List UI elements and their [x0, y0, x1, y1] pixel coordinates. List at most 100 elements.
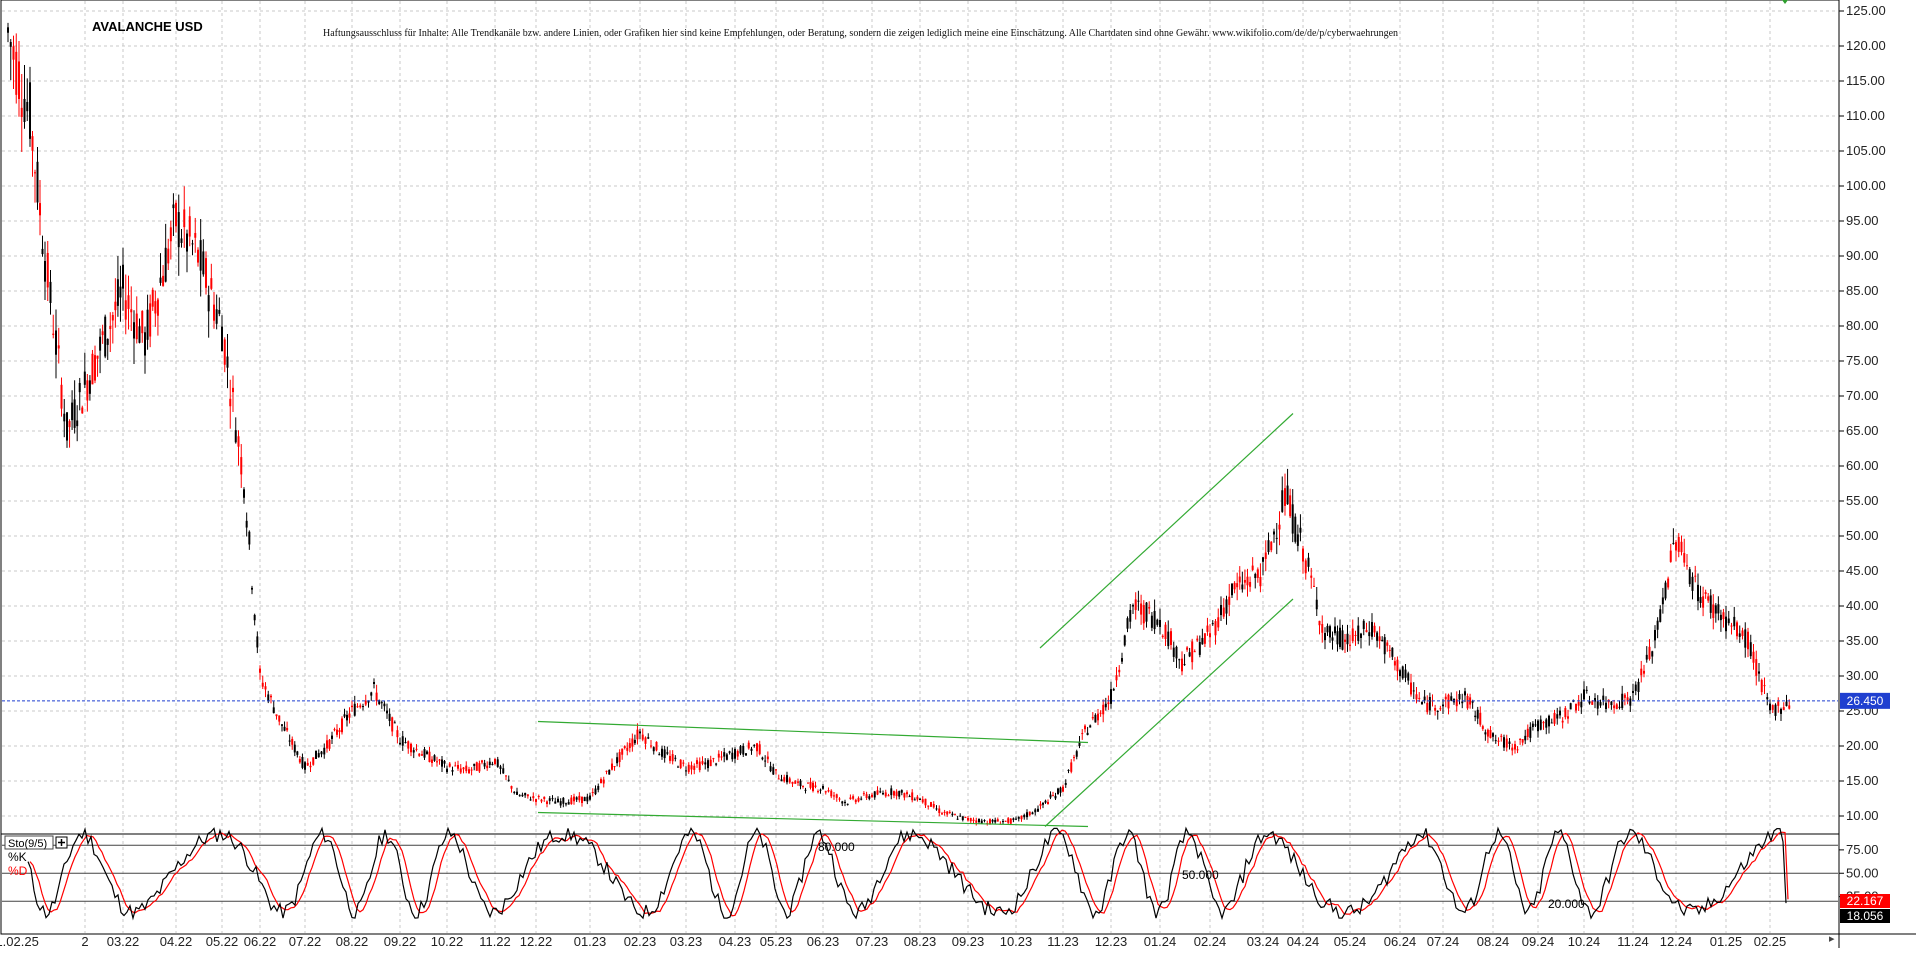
candle-body [844, 801, 846, 804]
candle-body [1296, 534, 1299, 546]
candle-body [1782, 707, 1785, 710]
candle-body [1015, 818, 1017, 820]
candle-body [1479, 712, 1482, 725]
candle-body [775, 769, 777, 771]
candle-body [890, 788, 893, 796]
trend-line [1039, 413, 1294, 649]
price-tick-label: 105.00 [1846, 143, 1886, 158]
candle-body [312, 757, 315, 765]
price-tick-label: 100.00 [1846, 178, 1886, 193]
candle-body [1206, 625, 1209, 632]
candle-body [882, 792, 884, 795]
candle-body [731, 752, 734, 760]
candle-body [1107, 702, 1110, 705]
candle-body [1002, 821, 1004, 823]
scroll-right-icon[interactable]: ▸ [1829, 933, 1835, 945]
candle-body [766, 756, 769, 760]
candle-body [343, 714, 346, 717]
candle-body [1464, 691, 1466, 696]
candle-body [948, 811, 951, 813]
candle-body [46, 252, 49, 288]
candle-body [924, 798, 927, 806]
candle-body [288, 740, 291, 742]
time-tick-label: 06.24 [1384, 934, 1417, 948]
candle-body [1164, 624, 1167, 640]
stoch-k-line [27, 826, 1787, 921]
candle-body [769, 766, 772, 772]
candle-body [1153, 610, 1156, 630]
candle-body [827, 790, 830, 792]
candle-body [565, 803, 567, 805]
candle-body [410, 743, 412, 753]
candle-body [483, 762, 486, 767]
candle-body [1064, 782, 1067, 785]
candle-body [1391, 647, 1394, 657]
level-80-label: 80.000 [818, 840, 855, 854]
candle-body [1677, 536, 1680, 552]
candle-body [854, 799, 857, 803]
candle-body [1110, 689, 1112, 704]
time-tick-label: 12.24 [1660, 934, 1693, 948]
candle-body [613, 766, 616, 768]
candle-body [1228, 596, 1231, 605]
candle-body [336, 729, 338, 735]
candle-body [1321, 624, 1324, 633]
candle-body [1326, 625, 1329, 633]
candle-body [540, 799, 543, 802]
grid [2, 1, 1838, 933]
candle-body [404, 742, 407, 744]
candle-body [1686, 565, 1688, 567]
time-tick-label: 07.24 [1427, 934, 1460, 948]
candle-body [441, 759, 443, 767]
candle-body [677, 766, 679, 768]
indicator-name-box[interactable] [4, 835, 54, 850]
time-tick-label: 08.22 [336, 934, 369, 948]
candle-body [26, 101, 29, 112]
candle-body [1436, 710, 1439, 712]
candle-body [946, 811, 949, 815]
candle-body [1426, 703, 1429, 713]
candle-body [240, 457, 243, 475]
candle-body [1115, 675, 1118, 681]
price-tick-label: 65.00 [1846, 423, 1879, 438]
candle-body [954, 814, 956, 816]
price-tick-label: 125.00 [1846, 3, 1886, 18]
candle-body [213, 304, 215, 321]
candle-body [919, 798, 921, 801]
candle-body [1054, 795, 1057, 799]
candle-body [1503, 737, 1505, 748]
candle-body [468, 769, 470, 774]
candle-body [1450, 696, 1453, 701]
candle-body [91, 353, 94, 385]
candle-body [742, 745, 745, 755]
candle-body [745, 753, 747, 756]
candle-body [1755, 659, 1758, 676]
candle-body [720, 756, 723, 758]
candle-body [554, 801, 557, 804]
candle-body [1132, 605, 1134, 607]
candle-body [1112, 688, 1115, 691]
candle-body [151, 289, 154, 307]
candle-body [833, 795, 835, 797]
candle-body [34, 172, 36, 174]
candle-body [1175, 646, 1178, 659]
candle-body [551, 798, 554, 800]
k-value-label: 18.056 [1847, 909, 1884, 923]
candle-body [608, 769, 611, 775]
candle-body [1142, 605, 1145, 624]
price-tick-label: 85.00 [1846, 283, 1879, 298]
candle-body [1727, 618, 1730, 624]
candle-body [1284, 488, 1286, 506]
candle-body [906, 792, 908, 795]
candle-body [687, 764, 690, 772]
candle-body [669, 755, 671, 761]
candle-body [636, 729, 639, 740]
candle-body [1664, 582, 1667, 599]
candle-body [747, 742, 750, 749]
time-tick-label: 07.22 [289, 934, 322, 948]
candle-body [1254, 574, 1257, 579]
candle-body [1097, 713, 1099, 721]
candle-body [1511, 747, 1514, 751]
candle-body [1744, 629, 1747, 648]
candle-body [707, 760, 709, 769]
